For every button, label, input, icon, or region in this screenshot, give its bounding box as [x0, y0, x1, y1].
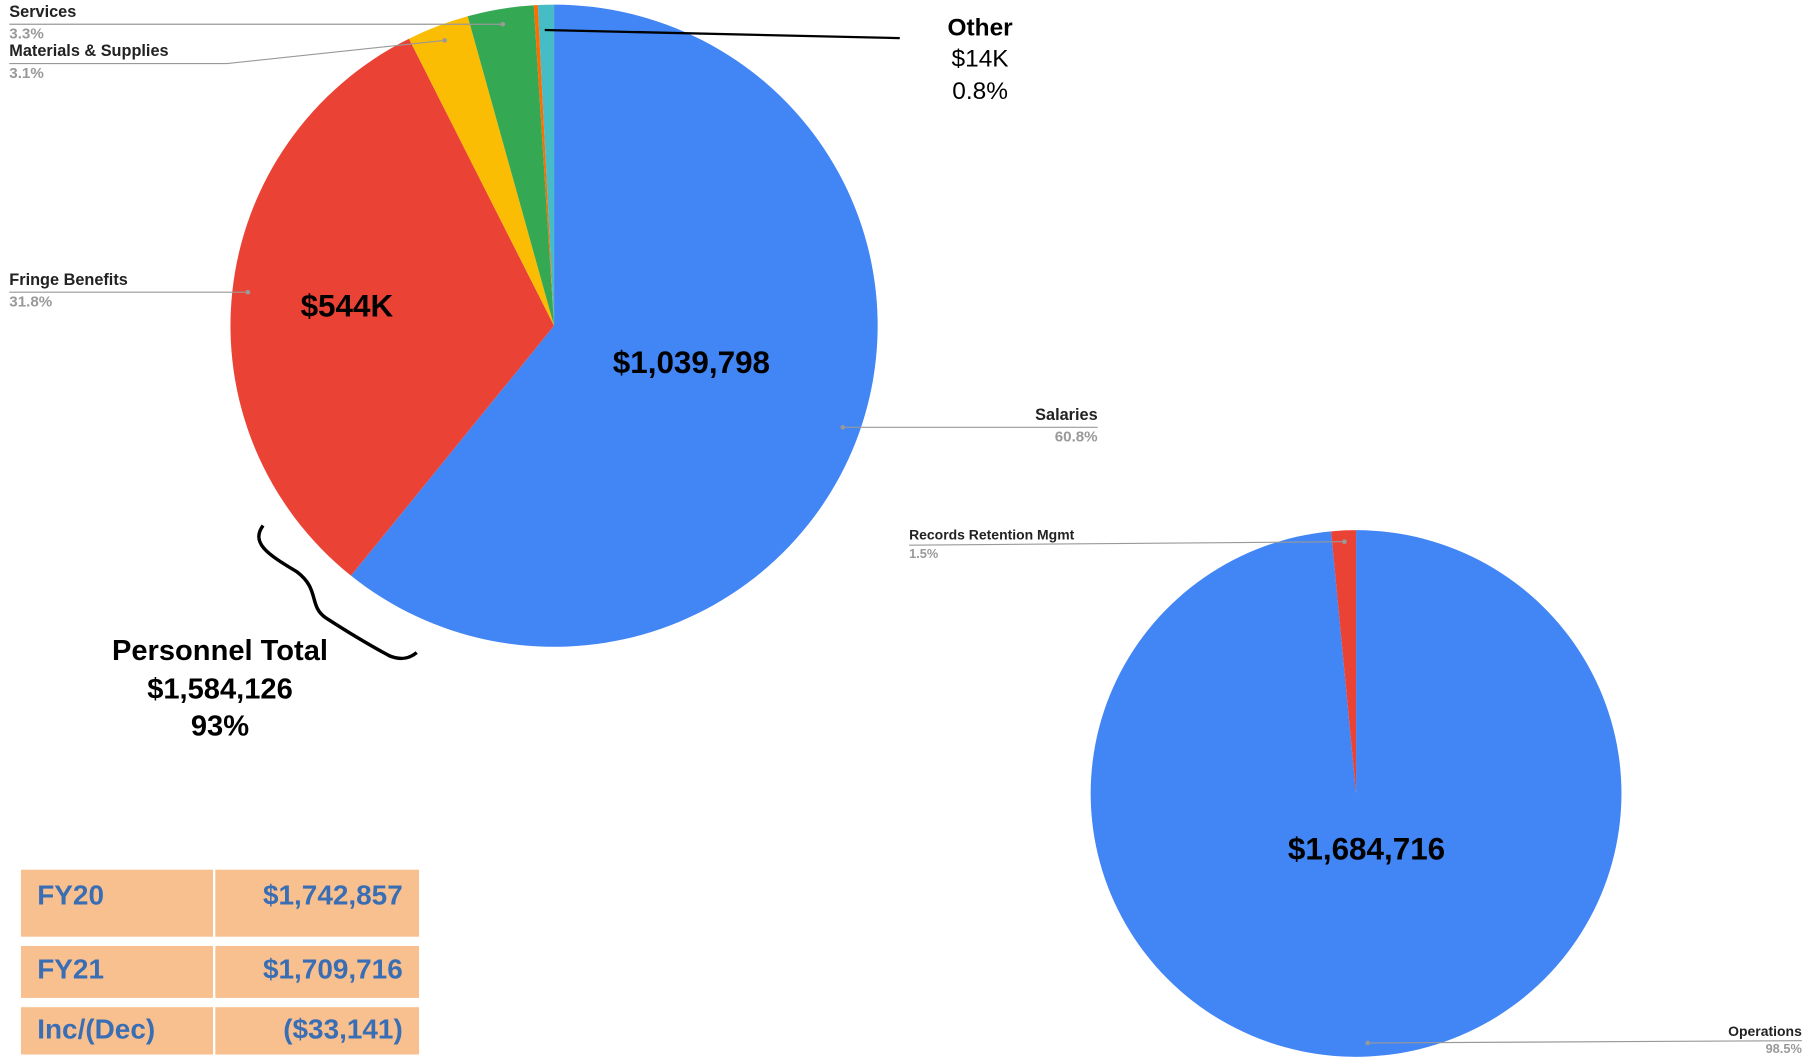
pie-slice [408, 16, 555, 326]
slice-amount: $544K [301, 289, 394, 324]
pie-slice [230, 38, 555, 576]
slice-percent: 60.8% [1055, 429, 1098, 446]
chart-group: Personnel Total $1,584,126 93% FY20 $1,7… [9, 3, 1802, 1057]
slice-label: Salaries [1035, 406, 1097, 424]
table-text: $1,742,857 [263, 880, 403, 911]
slice-percent: 98.5% [1766, 1041, 1802, 1056]
leader-dot [442, 38, 447, 43]
personnel-label: Personnel Total [112, 635, 328, 667]
slice-percent: 3.1% [9, 65, 43, 82]
slice-label: Operations [1728, 1023, 1802, 1039]
leader-dot [840, 425, 846, 430]
pie-slice [1090, 530, 1622, 1057]
table-cell [20, 945, 214, 998]
pie-slice [533, 5, 555, 326]
leader-line [544, 28, 900, 40]
leader-dot [1365, 1040, 1371, 1046]
table-text: Inc/(Dec) [37, 1014, 155, 1045]
slice-label: Fringe Benefits [9, 271, 128, 289]
brace [257, 524, 418, 661]
pie-slice [467, 5, 555, 326]
slice-percent: 1.5% [909, 546, 938, 561]
slice-amount: $1,684,716 [1288, 832, 1445, 867]
slice-percent: 31.8% [9, 294, 52, 311]
leader-line [1367, 1040, 1802, 1044]
table-text: ($33,141) [283, 1014, 403, 1045]
leader-dot [500, 21, 506, 27]
table-cell [20, 1007, 214, 1055]
pie-slice [350, 4, 878, 647]
personnel-amount: $1,584,126 [147, 673, 293, 705]
pie-slice [1331, 530, 1357, 794]
personnel-share: 93% [191, 710, 249, 742]
table-cell [215, 1007, 420, 1055]
slice-label: Materials & Supplies [9, 42, 168, 60]
table-text: FY20 [37, 880, 104, 911]
slice-percent: 3.3% [9, 26, 43, 43]
slice-label: Records Retention Mgmt [909, 527, 1075, 543]
table-cell [215, 869, 420, 937]
slice-amount: $14K [952, 46, 1009, 73]
slice-label: Services [9, 3, 76, 21]
leader-dot [1342, 539, 1347, 545]
leader-dot [245, 289, 251, 295]
slice-percent: 0.8% [952, 78, 1008, 105]
table-text: $1,709,716 [263, 954, 403, 985]
table-cell [215, 945, 420, 998]
slice-label: Other [948, 14, 1014, 41]
table-text: FY21 [37, 954, 104, 985]
table-cell [20, 869, 214, 937]
leader-line [909, 541, 1345, 546]
pie-slice [537, 4, 555, 326]
leader-line [9, 39, 445, 65]
slice-amount: $1,039,798 [613, 345, 770, 380]
